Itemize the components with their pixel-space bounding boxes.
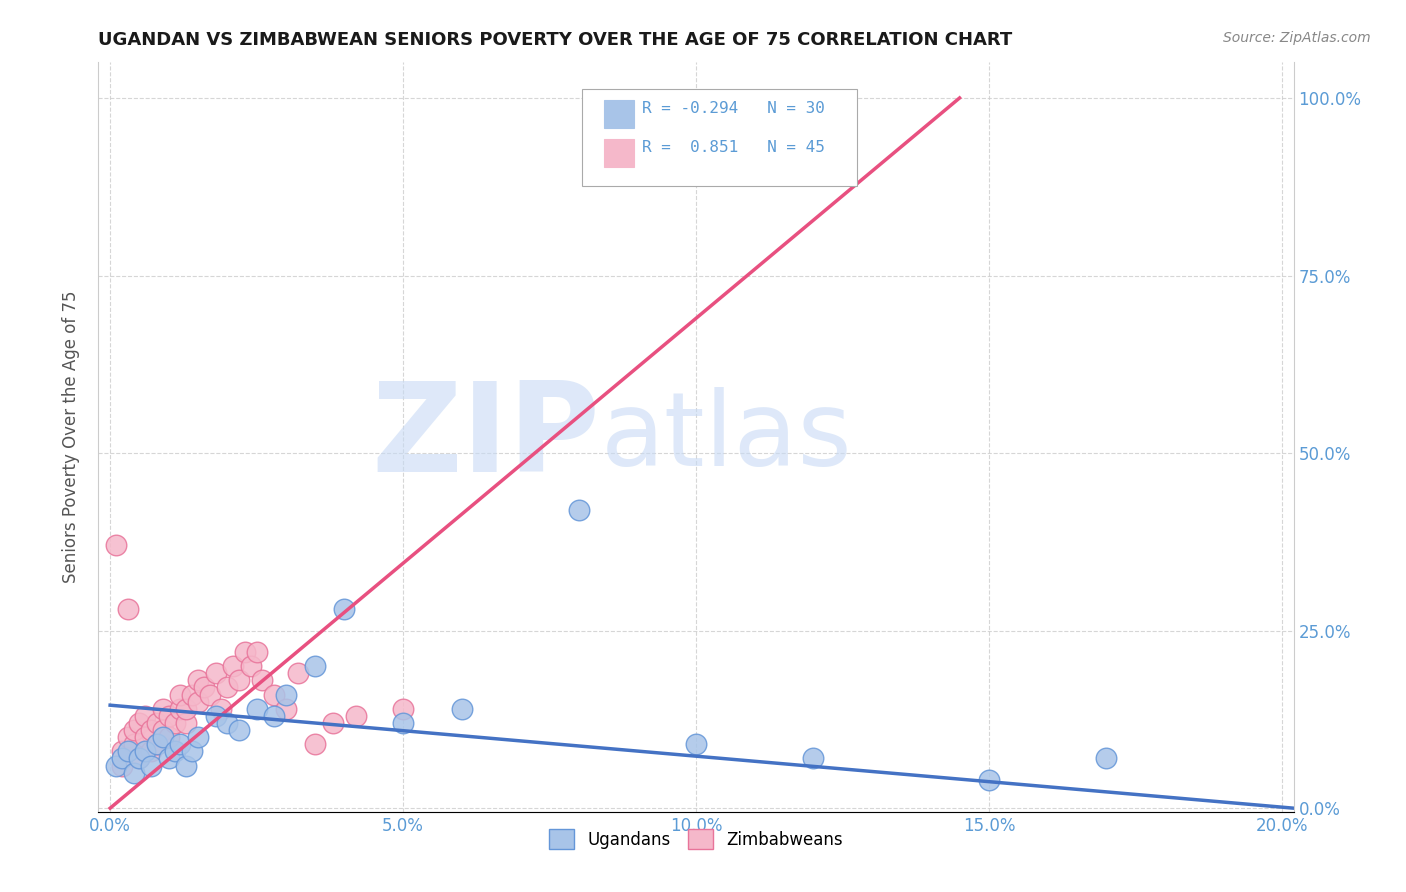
Point	[128, 751, 150, 765]
Point	[146, 715, 169, 730]
Point	[117, 730, 139, 744]
Point	[685, 737, 707, 751]
Text: Source: ZipAtlas.com: Source: ZipAtlas.com	[1223, 31, 1371, 45]
Point	[157, 709, 180, 723]
Point	[204, 709, 226, 723]
Text: ZIP: ZIP	[371, 376, 600, 498]
Text: UGANDAN VS ZIMBABWEAN SENIORS POVERTY OVER THE AGE OF 75 CORRELATION CHART: UGANDAN VS ZIMBABWEAN SENIORS POVERTY OV…	[98, 31, 1012, 49]
Point	[122, 723, 145, 737]
Text: R = -0.294   N = 30: R = -0.294 N = 30	[643, 102, 825, 116]
Point	[169, 737, 191, 751]
Point	[111, 744, 134, 758]
FancyBboxPatch shape	[582, 88, 858, 186]
Point	[977, 772, 1000, 787]
Point	[263, 709, 285, 723]
Point	[157, 730, 180, 744]
Point	[344, 709, 367, 723]
Point	[274, 702, 297, 716]
Point	[228, 673, 250, 688]
Point	[174, 715, 197, 730]
Point	[146, 737, 169, 751]
Point	[392, 702, 415, 716]
Point	[163, 744, 186, 758]
Point	[204, 666, 226, 681]
Text: R =  0.851   N = 45: R = 0.851 N = 45	[643, 140, 825, 155]
Point	[568, 503, 591, 517]
Point	[174, 702, 197, 716]
Point	[181, 688, 204, 702]
Point	[134, 709, 156, 723]
Point	[239, 659, 262, 673]
Point	[146, 737, 169, 751]
Point	[128, 715, 150, 730]
Point	[228, 723, 250, 737]
Point	[217, 715, 239, 730]
Point	[141, 758, 163, 772]
Point	[263, 688, 285, 702]
Point	[134, 730, 156, 744]
Point	[198, 688, 221, 702]
Point	[304, 737, 326, 751]
Point	[252, 673, 274, 688]
Point	[169, 688, 191, 702]
Y-axis label: Seniors Poverty Over the Age of 75: Seniors Poverty Over the Age of 75	[62, 291, 80, 583]
Point	[141, 744, 163, 758]
Point	[117, 744, 139, 758]
Point	[322, 715, 344, 730]
Point	[246, 645, 269, 659]
Point	[117, 602, 139, 616]
Point	[392, 715, 415, 730]
Point	[1095, 751, 1118, 765]
Point	[274, 688, 297, 702]
Point	[128, 751, 150, 765]
Point	[163, 715, 186, 730]
Bar	[605, 100, 634, 128]
Point	[105, 538, 128, 552]
Point	[105, 758, 128, 772]
Point	[122, 737, 145, 751]
Point	[333, 602, 356, 616]
Point	[111, 751, 134, 765]
Point	[222, 659, 245, 673]
Point	[211, 702, 233, 716]
Point	[157, 751, 180, 765]
Point	[111, 758, 134, 772]
Bar	[605, 139, 634, 168]
Point	[181, 744, 204, 758]
Point	[122, 765, 145, 780]
Point	[304, 659, 326, 673]
Point	[246, 702, 269, 716]
Point	[187, 695, 209, 709]
Point	[174, 758, 197, 772]
Point	[233, 645, 256, 659]
Point	[187, 673, 209, 688]
Text: atlas: atlas	[600, 386, 852, 488]
Point	[141, 723, 163, 737]
Point	[217, 681, 239, 695]
Point	[152, 730, 174, 744]
Point	[450, 702, 472, 716]
Point	[193, 681, 215, 695]
Point	[187, 730, 209, 744]
Legend: Ugandans, Zimbabweans: Ugandans, Zimbabweans	[543, 822, 849, 855]
Point	[134, 744, 156, 758]
Point	[152, 723, 174, 737]
Point	[169, 702, 191, 716]
Point	[287, 666, 309, 681]
Point	[152, 702, 174, 716]
Point	[801, 751, 824, 765]
